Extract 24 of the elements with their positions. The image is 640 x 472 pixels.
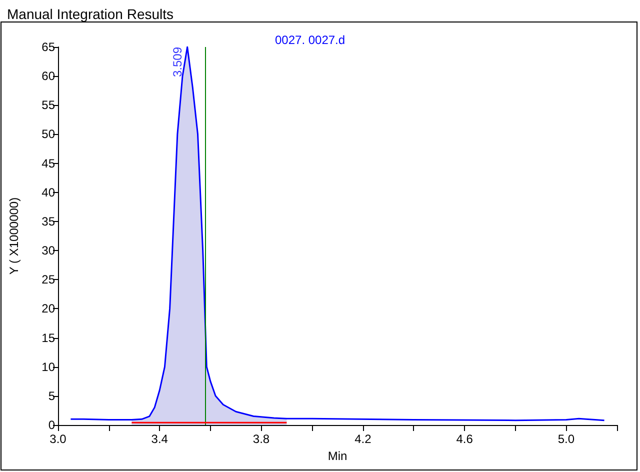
x-tick-label: 3.8 [252, 432, 270, 446]
text: 0027. 0027.d [275, 33, 346, 47]
y-tick-label: 55 [42, 98, 56, 112]
y-tick-label: 30 [42, 244, 56, 258]
x-tick-label: 4.6 [456, 432, 474, 446]
chart-title: Manual Integration Results [7, 6, 174, 22]
x-tick-label: 3.0 [50, 432, 67, 446]
x-tick-label: 5.0 [558, 432, 575, 446]
y-tick-label: 25 [42, 272, 56, 287]
y-tick-label: 15 [42, 330, 56, 345]
x-tick-label: 3.4 [151, 432, 168, 446]
y-tick-label: 20 [42, 302, 56, 316]
y-tick-label: 45 [42, 156, 56, 170]
y-axis-title: Y ( X1000000) [7, 197, 21, 275]
x-axis-title: Min [328, 448, 348, 463]
x-tick-label: 4.2 [354, 432, 372, 446]
y-tick-label: 60 [42, 69, 56, 84]
y-tick-label: 65 [42, 40, 56, 54]
y-tick-label: 50 [42, 127, 56, 142]
y-tick-label: 10 [42, 360, 56, 374]
y-tick-label: 40 [42, 185, 56, 200]
annotation: 3.509 [170, 46, 184, 78]
line-series [70, 46, 606, 422]
y-tick-label: 35 [42, 214, 56, 228]
